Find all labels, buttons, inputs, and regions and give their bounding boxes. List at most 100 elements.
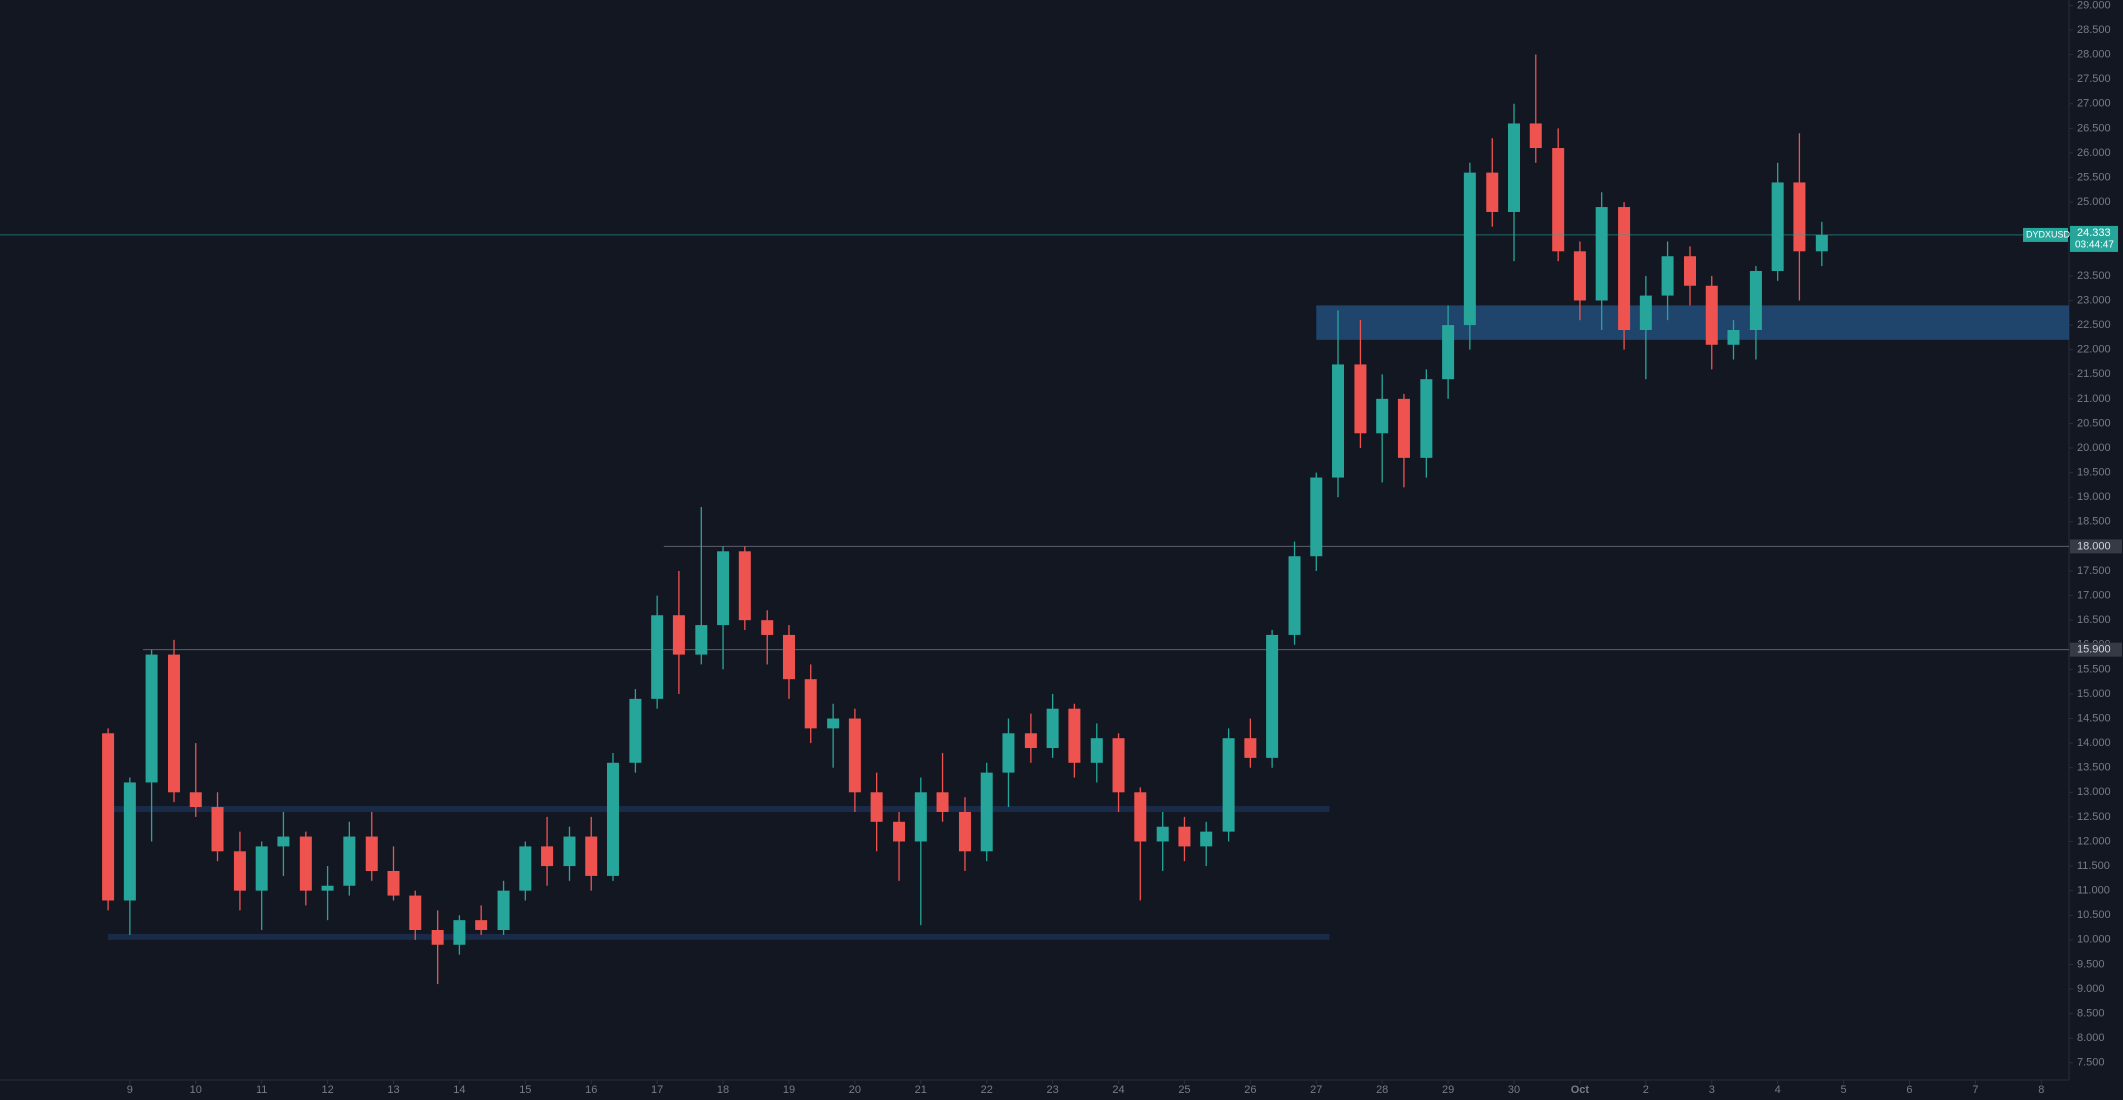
x-tick-label: 11 [256,1084,267,1096]
level-label-box [2070,539,2122,554]
x-tick-label: 6 [1906,1084,1912,1096]
x-tick-label: Oct [1571,1084,1590,1096]
candle-body [1178,826,1191,847]
x-tick-label: 8 [2038,1084,2044,1096]
x-tick-label: 10 [190,1084,202,1096]
candle-body [1552,148,1565,252]
y-tick-label: 19.500 [2077,467,2111,479]
last-price-box [2070,225,2118,252]
candle-body [233,851,246,891]
candle-body [1793,182,1806,252]
x-tick-label: 24 [1112,1084,1124,1096]
x-tick-label: 22 [981,1084,993,1096]
candle-body [475,920,488,930]
candle-body [563,836,576,867]
candle-body [1244,738,1257,758]
candle-body [1486,172,1499,212]
x-tick-label: 23 [1047,1084,1059,1096]
x-tick-label: 13 [387,1084,399,1096]
candle-body [827,718,840,729]
y-tick-label: 12.000 [2077,835,2111,847]
candle-body [255,846,268,891]
candle-body [1068,708,1081,763]
y-tick-label: 25.500 [2077,171,2111,183]
x-tick-label: 4 [1775,1084,1781,1096]
level-label: 15.900 [2077,644,2111,656]
y-tick-label: 13.000 [2077,786,2111,798]
candle-body [1639,295,1652,330]
candle-body [761,620,774,635]
candle-body [1354,364,1367,434]
x-tick-label: 15 [519,1084,531,1096]
x-tick-label: 19 [783,1084,795,1096]
x-tick-label: 27 [1310,1084,1322,1096]
candle-body [1200,831,1213,847]
x-tick-label: 9 [127,1084,133,1096]
candle-body [1529,123,1542,149]
y-tick-label: 28.500 [2077,24,2111,36]
x-tick-label: 16 [585,1084,597,1096]
y-tick-label: 10.500 [2077,909,2111,921]
candle-body [936,792,949,812]
candle-body [1046,708,1059,749]
candle-body [453,920,466,945]
y-tick-label: 19.000 [2077,491,2111,503]
x-tick-label: 26 [1244,1084,1256,1096]
y-tick-label: 21.500 [2077,368,2111,380]
x-tick-label: 14 [453,1084,465,1096]
candle-body [893,821,906,842]
y-tick-label: 20.500 [2077,417,2111,429]
candle-body [606,762,619,876]
x-tick-label: 2 [1643,1084,1649,1096]
candle-body [519,846,532,891]
candle-body [189,792,202,808]
candle-body [1288,556,1301,635]
y-tick-label: 17.500 [2077,565,2111,577]
candle-body [168,654,181,793]
x-tick-label: 18 [717,1084,729,1096]
candle-body [1618,207,1631,330]
candle-body [1442,325,1455,380]
y-tick-label: 20.000 [2077,442,2111,454]
candle-body [717,551,730,626]
candle-body [321,885,334,891]
candle-body [1508,123,1521,212]
candle-body [1024,733,1037,749]
y-tick-label: 27.500 [2077,73,2111,85]
candle-body [1332,364,1345,478]
zone [1316,305,2069,340]
candle-body [1310,477,1323,557]
x-tick-label: 3 [1709,1084,1715,1096]
x-tick-label: 29 [1442,1084,1454,1096]
candle-body [1112,738,1125,793]
countdown-label: 03:44:47 [2075,240,2114,251]
candle-body [1727,330,1740,345]
candle-body [629,698,642,763]
candle-body [1661,256,1674,296]
candle-body [1266,634,1279,758]
candle-body [1090,738,1103,763]
y-tick-label: 27.000 [2077,98,2111,110]
candle-body [299,836,312,891]
candle-body [102,733,115,901]
x-tick-label: 28 [1376,1084,1388,1096]
x-tick-label: 7 [1972,1084,1978,1096]
candle-body [651,615,664,699]
y-tick-label: 12.500 [2077,811,2111,823]
candle-body [1595,207,1608,301]
y-tick-label: 8.000 [2077,1032,2105,1044]
y-tick-label: 23.500 [2077,270,2111,282]
x-tick-label: 20 [849,1084,861,1096]
y-tick-label: 29.000 [2077,0,2111,11]
candle-body [738,551,751,621]
x-tick-label: 25 [1178,1084,1190,1096]
x-tick-label: 30 [1508,1084,1520,1096]
y-tick-label: 22.500 [2077,319,2111,331]
y-tick-label: 21.000 [2077,393,2111,405]
candle-body [782,634,795,680]
candle-body [123,782,136,901]
y-tick-label: 25.000 [2077,196,2111,208]
